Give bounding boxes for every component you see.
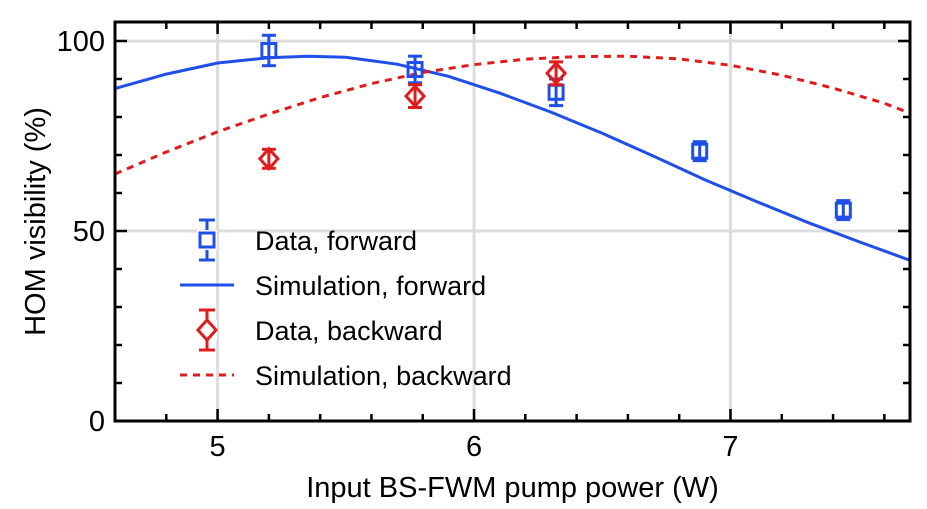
legend-entry: Simulation, backward	[180, 361, 512, 391]
plot-frame	[113, 20, 912, 423]
legend-marker	[195, 317, 219, 343]
legend-entry: Simulation, forward	[180, 271, 486, 301]
legend-label: Data, backward	[255, 316, 443, 346]
x-axis-label: Input BS-FWM pump power (W)	[306, 472, 719, 504]
marker	[257, 146, 280, 172]
legend-label: Simulation, backward	[255, 361, 512, 391]
marker	[834, 201, 852, 219]
legend-label: Data, forward	[255, 226, 417, 256]
data-points	[257, 33, 852, 222]
legend: Data, forward Simulation, forward Data, ba…	[180, 218, 512, 391]
simulation-forward-line	[115, 54, 910, 262]
data-backward-point	[257, 146, 280, 172]
y-tick-label: 100	[57, 26, 105, 58]
marker	[545, 61, 568, 86]
data-forward-point	[691, 140, 709, 163]
y-tick-label: 0	[89, 406, 105, 438]
y-axis-label: HOM visibility (%)	[20, 107, 52, 336]
data-forward-point	[260, 33, 278, 68]
axis-ticks	[113, 22, 910, 423]
legend-marker-bg	[197, 230, 217, 250]
y-tick-label: 50	[73, 216, 105, 248]
marker	[691, 142, 709, 160]
marker	[406, 61, 424, 78]
data-backward-point	[404, 83, 427, 109]
x-tick-label: 6	[466, 431, 482, 463]
x-tick-label: 5	[210, 431, 226, 463]
marker	[260, 42, 278, 59]
data-forward-point	[834, 199, 852, 222]
legend-marker	[198, 231, 216, 249]
grid	[115, 22, 910, 423]
simulation-backward-line	[115, 54, 910, 176]
legend-entry: Data, backward	[195, 308, 443, 352]
data-forward-point	[406, 54, 424, 85]
legend-entry: Data, forward	[197, 218, 417, 262]
simulation-lines	[115, 54, 910, 262]
x-tick-label: 7	[722, 431, 738, 463]
data-backward-point	[545, 60, 568, 87]
legend-label: Simulation, forward	[255, 271, 486, 301]
tick-labels: 5 6 7 0 50 100	[57, 26, 739, 463]
marker	[404, 83, 427, 109]
